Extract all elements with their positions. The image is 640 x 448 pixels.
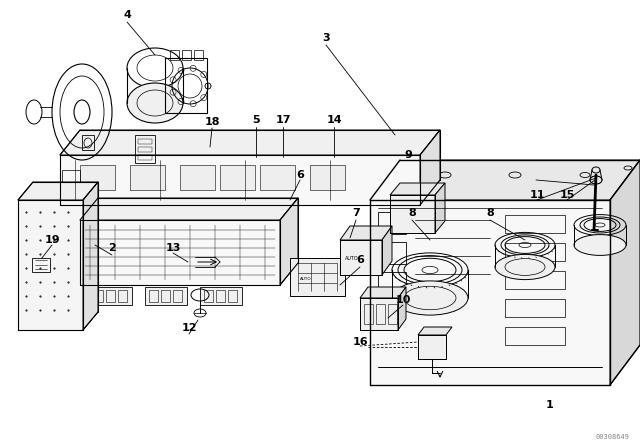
Text: 4: 4 (123, 10, 131, 20)
Bar (82, 135, 94, 150)
Ellipse shape (574, 235, 626, 255)
Bar (165, 58, 207, 113)
Bar (182, 50, 191, 60)
Bar (149, 290, 158, 302)
Polygon shape (398, 287, 406, 330)
Text: 16: 16 (352, 337, 368, 347)
Bar (376, 304, 385, 324)
Polygon shape (370, 200, 610, 385)
Text: 19: 19 (44, 235, 60, 245)
Bar (216, 290, 225, 302)
Bar (340, 240, 382, 275)
Bar (90, 287, 132, 305)
Bar (360, 298, 398, 330)
Bar (390, 195, 435, 233)
Bar (220, 165, 255, 190)
Bar (378, 212, 406, 234)
Polygon shape (60, 130, 440, 155)
Text: 14: 14 (326, 115, 342, 125)
Polygon shape (18, 182, 98, 200)
Bar (290, 258, 345, 296)
Text: 8: 8 (408, 208, 416, 218)
Polygon shape (280, 198, 298, 285)
Text: 18: 18 (204, 117, 220, 127)
Text: 2: 2 (108, 243, 116, 253)
Bar (161, 290, 170, 302)
Polygon shape (360, 287, 406, 298)
Polygon shape (83, 182, 98, 330)
Text: 17: 17 (275, 115, 291, 125)
Polygon shape (370, 160, 640, 200)
Bar (418, 335, 446, 359)
Text: 13: 13 (165, 243, 180, 253)
Bar (130, 165, 165, 190)
Bar (106, 290, 115, 302)
Text: 5: 5 (252, 115, 260, 125)
Ellipse shape (495, 254, 555, 280)
Bar (94, 290, 103, 302)
Text: 15: 15 (559, 190, 575, 200)
Ellipse shape (392, 281, 468, 315)
Bar (388, 304, 397, 324)
Polygon shape (390, 183, 445, 195)
Bar (204, 290, 213, 302)
Bar (135, 135, 155, 163)
Bar (378, 242, 406, 264)
Text: 7: 7 (352, 208, 360, 218)
Text: 00308649: 00308649 (596, 434, 630, 440)
Bar (260, 165, 295, 190)
Polygon shape (80, 198, 298, 220)
Polygon shape (435, 183, 445, 233)
Bar (80, 165, 115, 190)
Polygon shape (382, 226, 392, 275)
Text: 6: 6 (296, 170, 304, 180)
Polygon shape (610, 160, 640, 385)
Bar (505, 215, 565, 233)
Text: 11: 11 (529, 190, 545, 200)
Bar (173, 290, 182, 302)
Bar (145, 287, 187, 305)
Bar (194, 50, 203, 60)
Bar (505, 243, 565, 261)
Bar (364, 304, 373, 324)
Text: 1: 1 (546, 400, 554, 410)
Bar (200, 287, 242, 305)
Bar (228, 290, 237, 302)
Bar (32, 258, 50, 272)
Text: 6: 6 (356, 255, 364, 265)
Bar (505, 327, 565, 345)
Text: AUTO: AUTO (345, 256, 358, 261)
Text: 3: 3 (322, 33, 330, 43)
Text: 12: 12 (181, 323, 196, 333)
Bar (138, 147, 152, 152)
Polygon shape (418, 327, 452, 335)
Text: AUTO: AUTO (300, 277, 312, 281)
Bar (505, 299, 565, 317)
Bar (170, 50, 179, 60)
Text: 8: 8 (486, 208, 494, 218)
Bar (138, 155, 152, 160)
Bar (62, 170, 80, 192)
Text: 9: 9 (404, 150, 412, 160)
Text: 10: 10 (396, 295, 411, 305)
Polygon shape (420, 130, 440, 205)
Bar (180, 165, 215, 190)
Polygon shape (340, 226, 392, 240)
Ellipse shape (127, 83, 183, 123)
Polygon shape (80, 220, 280, 285)
Polygon shape (60, 155, 420, 205)
Bar (118, 290, 127, 302)
Bar (138, 139, 152, 144)
Bar (505, 271, 565, 289)
Polygon shape (18, 200, 83, 330)
Bar (310, 165, 345, 190)
Bar (378, 272, 406, 294)
